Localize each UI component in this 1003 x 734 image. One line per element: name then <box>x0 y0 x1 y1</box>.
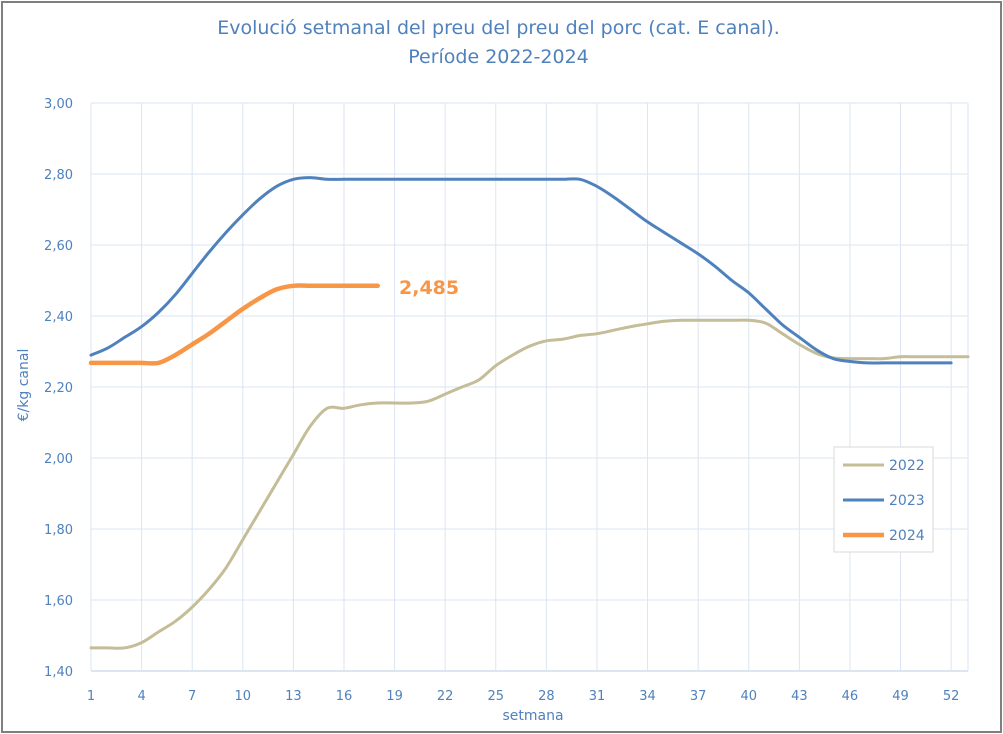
y-axis-ticks: 1,40 1,60 1,80 2,00 2,20 2,40 2,60 2,80 3,00 <box>44 97 73 680</box>
annotation-2024-last-value: 2,485 <box>399 277 459 299</box>
x-tick-label: 22 <box>437 689 454 704</box>
legend: 2022 2023 2024 <box>833 446 934 553</box>
x-tick-label: 7 <box>188 689 196 704</box>
x-tick-label: 31 <box>589 689 606 704</box>
y-tick-label: 1,80 <box>44 523 73 538</box>
chart-title-block: Evolució setmanal del preu del preu del … <box>0 14 1003 72</box>
x-axis-ticks: 1 4 7 10 13 16 19 22 25 28 31 34 37 40 43 46 49 52 <box>87 689 960 704</box>
y-tick-label: 3,00 <box>44 97 73 112</box>
y-axis-label: €/kg canal <box>16 349 32 422</box>
series-lines <box>88 176 970 650</box>
x-tick-label: 49 <box>892 689 909 704</box>
x-tick-label: 19 <box>386 689 403 704</box>
x-tick-label: 16 <box>336 689 353 704</box>
x-tick-label: 1 <box>87 689 95 704</box>
y-tick-label: 2,00 <box>44 452 73 467</box>
x-tick-label: 25 <box>487 689 504 704</box>
x-tick-label: 4 <box>137 689 145 704</box>
y-tick-label: 2,20 <box>44 381 73 396</box>
chart-title: Evolució setmanal del preu del preu del … <box>217 17 780 39</box>
legend-label-2022: 2022 <box>889 458 925 474</box>
x-tick-label: 37 <box>690 689 707 704</box>
y-tick-label: 2,40 <box>44 310 73 325</box>
series-line-2022 <box>89 318 970 650</box>
x-tick-label: 43 <box>791 689 808 704</box>
x-tick-label: 13 <box>285 689 302 704</box>
y-tick-label: 1,40 <box>44 665 73 680</box>
x-tick-label: 46 <box>842 689 859 704</box>
grid <box>90 102 969 672</box>
x-tick-label: 34 <box>639 689 656 704</box>
y-tick-label: 1,60 <box>44 594 73 609</box>
series-line-2023 <box>89 176 953 365</box>
series-line-2024 <box>88 283 380 366</box>
x-tick-label: 40 <box>740 689 757 704</box>
y-tick-label: 2,60 <box>44 239 73 254</box>
legend-label-2024: 2024 <box>889 528 925 544</box>
legend-label-2023: 2023 <box>889 493 925 509</box>
x-axis-label: setmana <box>502 708 563 724</box>
chart-subtitle: Període 2022-2024 <box>408 46 589 68</box>
x-tick-label: 52 <box>943 689 960 704</box>
x-tick-label: 10 <box>235 689 252 704</box>
x-tick-label: 28 <box>538 689 555 704</box>
y-tick-label: 2,80 <box>44 168 73 183</box>
